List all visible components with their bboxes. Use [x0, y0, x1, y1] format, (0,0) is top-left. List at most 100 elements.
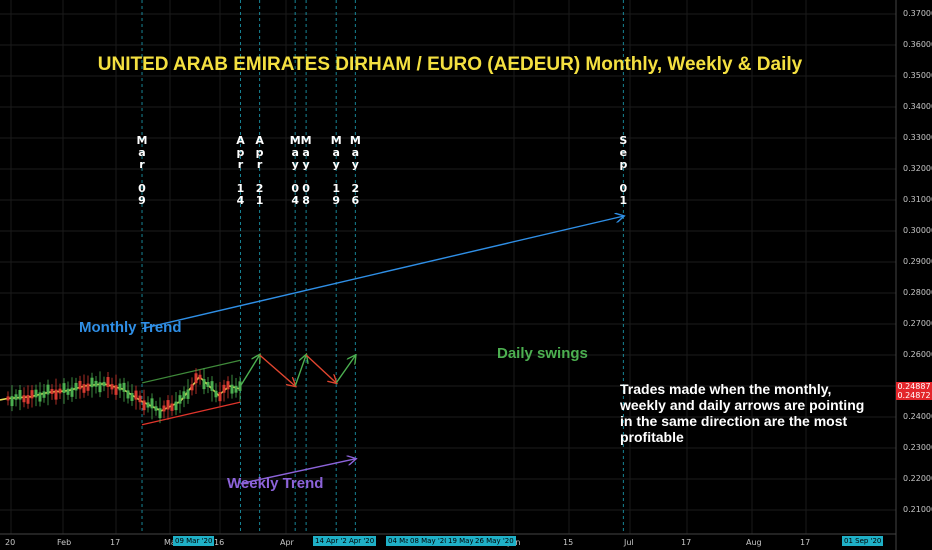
- candle-body: [46, 384, 50, 395]
- candle-body: [210, 381, 214, 391]
- x-date-badge: 26 May '20: [473, 536, 516, 546]
- monthly-trend-label: Monthly Trend: [79, 319, 182, 336]
- x-tick-label: 17: [800, 538, 811, 547]
- candle-body: [54, 389, 58, 400]
- x-date-badge: 04 Ma: [386, 536, 412, 546]
- candle-body: [234, 385, 238, 393]
- candle-body: [134, 390, 138, 400]
- candle-body: [166, 400, 170, 410]
- price-series: [0, 368, 242, 424]
- candle-body: [50, 389, 54, 394]
- candle-body: [138, 395, 142, 403]
- candle-body: [178, 395, 182, 404]
- x-date-badge: Apr '20: [347, 536, 377, 546]
- candle-body: [34, 389, 38, 398]
- x-tick-label: 17: [110, 538, 121, 547]
- x-tick-label: Aug: [746, 538, 762, 547]
- candle-body: [190, 384, 194, 391]
- lower-channel-line: [141, 401, 241, 426]
- candle-body: [230, 384, 234, 394]
- x-date-badge: 01 Sep '20: [842, 536, 884, 546]
- candle-body: [14, 394, 18, 400]
- strategy-note: Trades made when the monthly, weekly and…: [620, 381, 865, 445]
- date-markers: [141, 0, 624, 534]
- trend-arrows: [141, 216, 623, 485]
- candle-body: [202, 379, 206, 390]
- x-tick-label: 15: [563, 538, 574, 547]
- candle-body: [146, 402, 150, 408]
- candle-body: [30, 390, 34, 399]
- y-tick-label: 0.21000: [903, 505, 932, 514]
- candle-body: [218, 392, 222, 402]
- candle-body: [182, 391, 186, 399]
- candle-body: [58, 388, 62, 394]
- candle-body: [82, 384, 86, 393]
- candle-body: [222, 384, 226, 393]
- date-marker-label: S e p 0 1: [619, 134, 628, 207]
- candle-body: [86, 383, 90, 391]
- date-marker-label: M a y 0 8: [300, 134, 312, 207]
- candle-body: [78, 380, 82, 390]
- candle-body: [74, 382, 78, 391]
- upper-channel-line: [141, 359, 241, 384]
- weekly-trend-arrow: [240, 459, 355, 485]
- x-date-badge: 08 May '20: [408, 536, 451, 546]
- candle-body: [214, 390, 218, 398]
- candle-body: [126, 390, 130, 399]
- x-date-badge: 14 Apr '20: [313, 536, 354, 546]
- candle-body: [6, 396, 10, 401]
- candle-body: [238, 381, 242, 391]
- weekly-trend-label: Weekly Trend: [227, 475, 324, 492]
- candle-body: [150, 398, 154, 409]
- grid: [0, 0, 896, 534]
- candle-body: [66, 388, 70, 395]
- x-tick-label: Apr: [280, 538, 294, 547]
- candle-body: [110, 384, 114, 390]
- candle-body: [42, 391, 46, 398]
- date-marker-label: A p r 1 4: [236, 134, 245, 207]
- candle-body: [38, 392, 42, 402]
- date-marker-label: M a y 2 6: [349, 134, 361, 207]
- candle-body: [118, 383, 122, 391]
- x-date-badge: 09 Mar '20: [173, 536, 215, 546]
- candle-body: [154, 406, 158, 411]
- candle-body: [26, 394, 30, 404]
- date-marker-label: M a y 0 4: [289, 134, 301, 207]
- candle-body: [114, 385, 118, 395]
- candle-body: [22, 395, 26, 403]
- date-marker-label: M a y 1 9: [330, 134, 342, 207]
- candle-body: [226, 381, 230, 390]
- candle-body: [142, 400, 146, 411]
- candle-body: [122, 382, 126, 392]
- daily-swing-up-arrow: [294, 355, 306, 387]
- candle-body: [94, 380, 98, 387]
- candle-body: [130, 393, 134, 401]
- daily-swings-label: Daily swings: [497, 345, 588, 362]
- candle-body: [10, 396, 14, 407]
- monthly-trend-arrow: [141, 216, 623, 330]
- x-tick-label: Feb: [57, 538, 72, 547]
- date-marker-label: A p r 2 1: [255, 134, 264, 207]
- daily-swing-down-arrow: [259, 354, 296, 386]
- price-tag: 0.24887: [896, 381, 932, 391]
- candle-body: [98, 382, 102, 393]
- x-date-badge: 19 May: [446, 536, 476, 546]
- candle-body: [106, 377, 110, 388]
- x-tick-label: Mar: [164, 538, 180, 547]
- date-marker-label: M a r 0 9: [136, 134, 148, 207]
- candle-body: [186, 389, 190, 399]
- x-tick-label: 17: [681, 538, 692, 547]
